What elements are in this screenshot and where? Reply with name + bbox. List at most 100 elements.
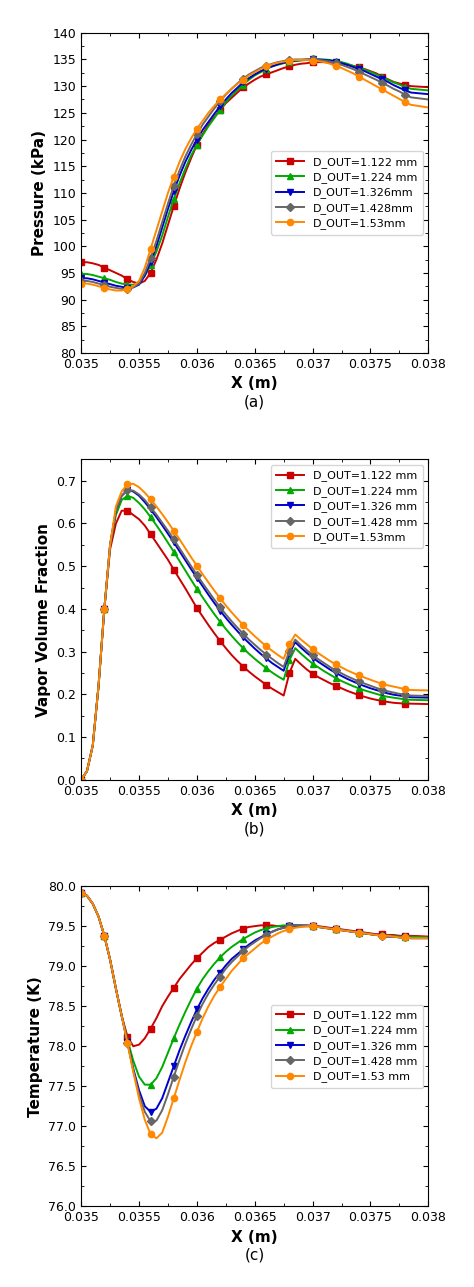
D_OUT=1.53mm [136,480,142,495]
Legend: D_OUT=1.122 mm, D_OUT=1.224 mm, D_OUT=1.326 mm, D_OUT=1.428 mm, D_OUT=1.53mm: D_OUT=1.122 mm, D_OUT=1.224 mm, D_OUT=1.… [271,465,423,548]
D_OUT=1.428mm [90,274,96,290]
D_OUT=1.53mm [327,654,333,669]
D_OUT=1.53mm [258,62,264,77]
D_OUT=1.326 mm [130,1060,136,1076]
D_OUT=1.122 mm [258,68,264,84]
D_OUT=1.428 mm [258,931,264,946]
D_OUT=1.53mm [426,100,431,116]
D_OUT=1.122 mm [78,772,84,788]
D_OUT=1.122 mm [90,256,96,272]
D_OUT=1.428 mm [90,896,96,911]
D_OUT=1.326 mm [113,503,119,519]
D_OUT=1.224 mm [125,277,130,292]
D_OUT=1.224 mm [136,495,142,511]
D_OUT=1.224 mm [258,64,264,80]
D_OUT=1.122 mm [258,673,264,689]
D_OUT=1.224 mm [333,53,338,68]
D_OUT=1.224 mm [90,737,96,753]
D_OUT=1.428 mm [130,1063,136,1079]
D_OUT=1.326 mm [90,896,96,911]
D_OUT=1.53mm [130,476,136,492]
X-axis label: X (m): X (m) [231,1230,278,1245]
D_OUT=1.428mm [333,55,338,71]
D_OUT=1.224 mm [90,896,96,911]
D_OUT=1.326 mm [327,921,333,937]
D_OUT=1.428mm [171,178,177,193]
D_OUT=1.122 mm [78,885,84,901]
D_OUT=1.53mm [113,498,119,514]
D_OUT=1.224 mm [310,51,315,67]
D_OUT=1.326mm [171,184,177,199]
D_OUT=1.428mm [113,281,119,296]
D_OUT=1.122 mm [130,274,136,290]
Line: D_OUT=1.53 mm: D_OUT=1.53 mm [78,889,431,1142]
D_OUT=1.224 mm [125,488,130,503]
D_OUT=1.224 mm [171,1031,177,1046]
D_OUT=1.224 mm [258,923,264,938]
D_OUT=1.122 mm [171,981,177,996]
D_OUT=1.326 mm [125,483,130,498]
D_OUT=1.428 mm [171,532,177,547]
D_OUT=1.224 mm [113,274,119,290]
D_OUT=1.122 mm [130,1039,136,1054]
D_OUT=1.428 mm [327,659,333,674]
D_OUT=1.122 mm [426,80,431,95]
D_OUT=1.428 mm [113,503,119,519]
D_OUT=1.428mm [119,281,125,296]
Y-axis label: Temperature (K): Temperature (K) [28,976,43,1117]
D_OUT=1.224 mm [113,507,119,523]
D_OUT=1.326 mm [171,534,177,550]
D_OUT=1.224 mm [171,192,177,207]
D_OUT=1.122 mm [327,676,333,691]
D_OUT=1.326 mm [258,646,264,662]
D_OUT=1.428 mm [78,772,84,788]
D_OUT=1.224 mm [78,266,84,282]
Text: (c): (c) [245,1248,265,1263]
D_OUT=1.53 mm [154,1130,159,1145]
D_OUT=1.122 mm [171,562,177,578]
D_OUT=1.326mm [304,51,310,67]
Line: D_OUT=1.224 mm: D_OUT=1.224 mm [78,493,431,782]
D_OUT=1.122 mm [426,929,431,945]
D_OUT=1.122 mm [113,265,119,281]
D_OUT=1.224 mm [258,656,264,672]
D_OUT=1.224 mm [130,1053,136,1068]
Line: D_OUT=1.428 mm: D_OUT=1.428 mm [78,486,431,782]
D_OUT=1.326 mm [426,931,431,946]
Line: D_OUT=1.428 mm: D_OUT=1.428 mm [78,889,431,1125]
D_OUT=1.326 mm [113,981,119,996]
D_OUT=1.428 mm [90,737,96,753]
D_OUT=1.428mm [258,60,264,76]
Line: D_OUT=1.122 mm: D_OUT=1.122 mm [78,507,431,782]
Y-axis label: Vapor Volume Fraction: Vapor Volume Fraction [36,523,51,717]
X-axis label: X (m): X (m) [231,803,278,819]
D_OUT=1.122 mm [90,737,96,753]
D_OUT=1.53mm [171,169,177,184]
D_OUT=1.224 mm [90,268,96,283]
D_OUT=1.326 mm [327,662,333,677]
D_OUT=1.122 mm [136,275,142,291]
D_OUT=1.224 mm [426,929,431,945]
D_OUT=1.122 mm [78,255,84,270]
D_OUT=1.122 mm [113,981,119,996]
X-axis label: X (m): X (m) [231,376,278,391]
D_OUT=1.326 mm [426,690,431,705]
D_OUT=1.53mm [119,283,125,299]
D_OUT=1.53mm [113,283,119,299]
D_OUT=1.326mm [90,272,96,287]
D_OUT=1.53mm [136,273,142,288]
Text: (b): (b) [244,821,265,837]
D_OUT=1.326mm [125,281,130,296]
D_OUT=1.122 mm [136,1037,142,1053]
D_OUT=1.53 mm [426,931,431,946]
D_OUT=1.122 mm [327,920,333,936]
D_OUT=1.53mm [78,772,84,788]
Y-axis label: Pressure (kPa): Pressure (kPa) [32,130,47,256]
D_OUT=1.122 mm [333,55,338,71]
D_OUT=1.224 mm [426,692,431,708]
D_OUT=1.122 mm [171,198,177,214]
D_OUT=1.326mm [78,270,84,286]
D_OUT=1.326 mm [90,737,96,753]
D_OUT=1.53 mm [171,1090,177,1106]
D_OUT=1.326 mm [148,1104,154,1120]
